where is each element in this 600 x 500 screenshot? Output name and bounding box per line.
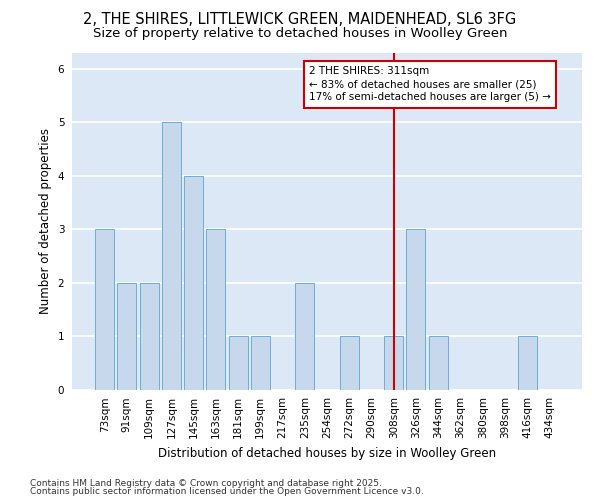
Bar — [340, 336, 359, 390]
Bar — [384, 336, 403, 390]
Text: 2 THE SHIRES: 311sqm
← 83% of detached houses are smaller (25)
17% of semi-detac: 2 THE SHIRES: 311sqm ← 83% of detached h… — [309, 66, 551, 102]
Bar — [251, 336, 270, 390]
Bar — [162, 122, 181, 390]
Bar — [206, 230, 225, 390]
Bar — [429, 336, 448, 390]
Bar — [95, 230, 114, 390]
Bar — [518, 336, 536, 390]
Bar — [406, 230, 425, 390]
Bar — [229, 336, 248, 390]
Y-axis label: Number of detached properties: Number of detached properties — [39, 128, 52, 314]
Text: Contains public sector information licensed under the Open Government Licence v3: Contains public sector information licen… — [30, 487, 424, 496]
Bar — [118, 283, 136, 390]
Bar — [295, 283, 314, 390]
Text: Contains HM Land Registry data © Crown copyright and database right 2025.: Contains HM Land Registry data © Crown c… — [30, 478, 382, 488]
Text: Size of property relative to detached houses in Woolley Green: Size of property relative to detached ho… — [93, 28, 507, 40]
Bar — [184, 176, 203, 390]
X-axis label: Distribution of detached houses by size in Woolley Green: Distribution of detached houses by size … — [158, 446, 496, 460]
Bar — [140, 283, 158, 390]
Text: 2, THE SHIRES, LITTLEWICK GREEN, MAIDENHEAD, SL6 3FG: 2, THE SHIRES, LITTLEWICK GREEN, MAIDENH… — [83, 12, 517, 28]
